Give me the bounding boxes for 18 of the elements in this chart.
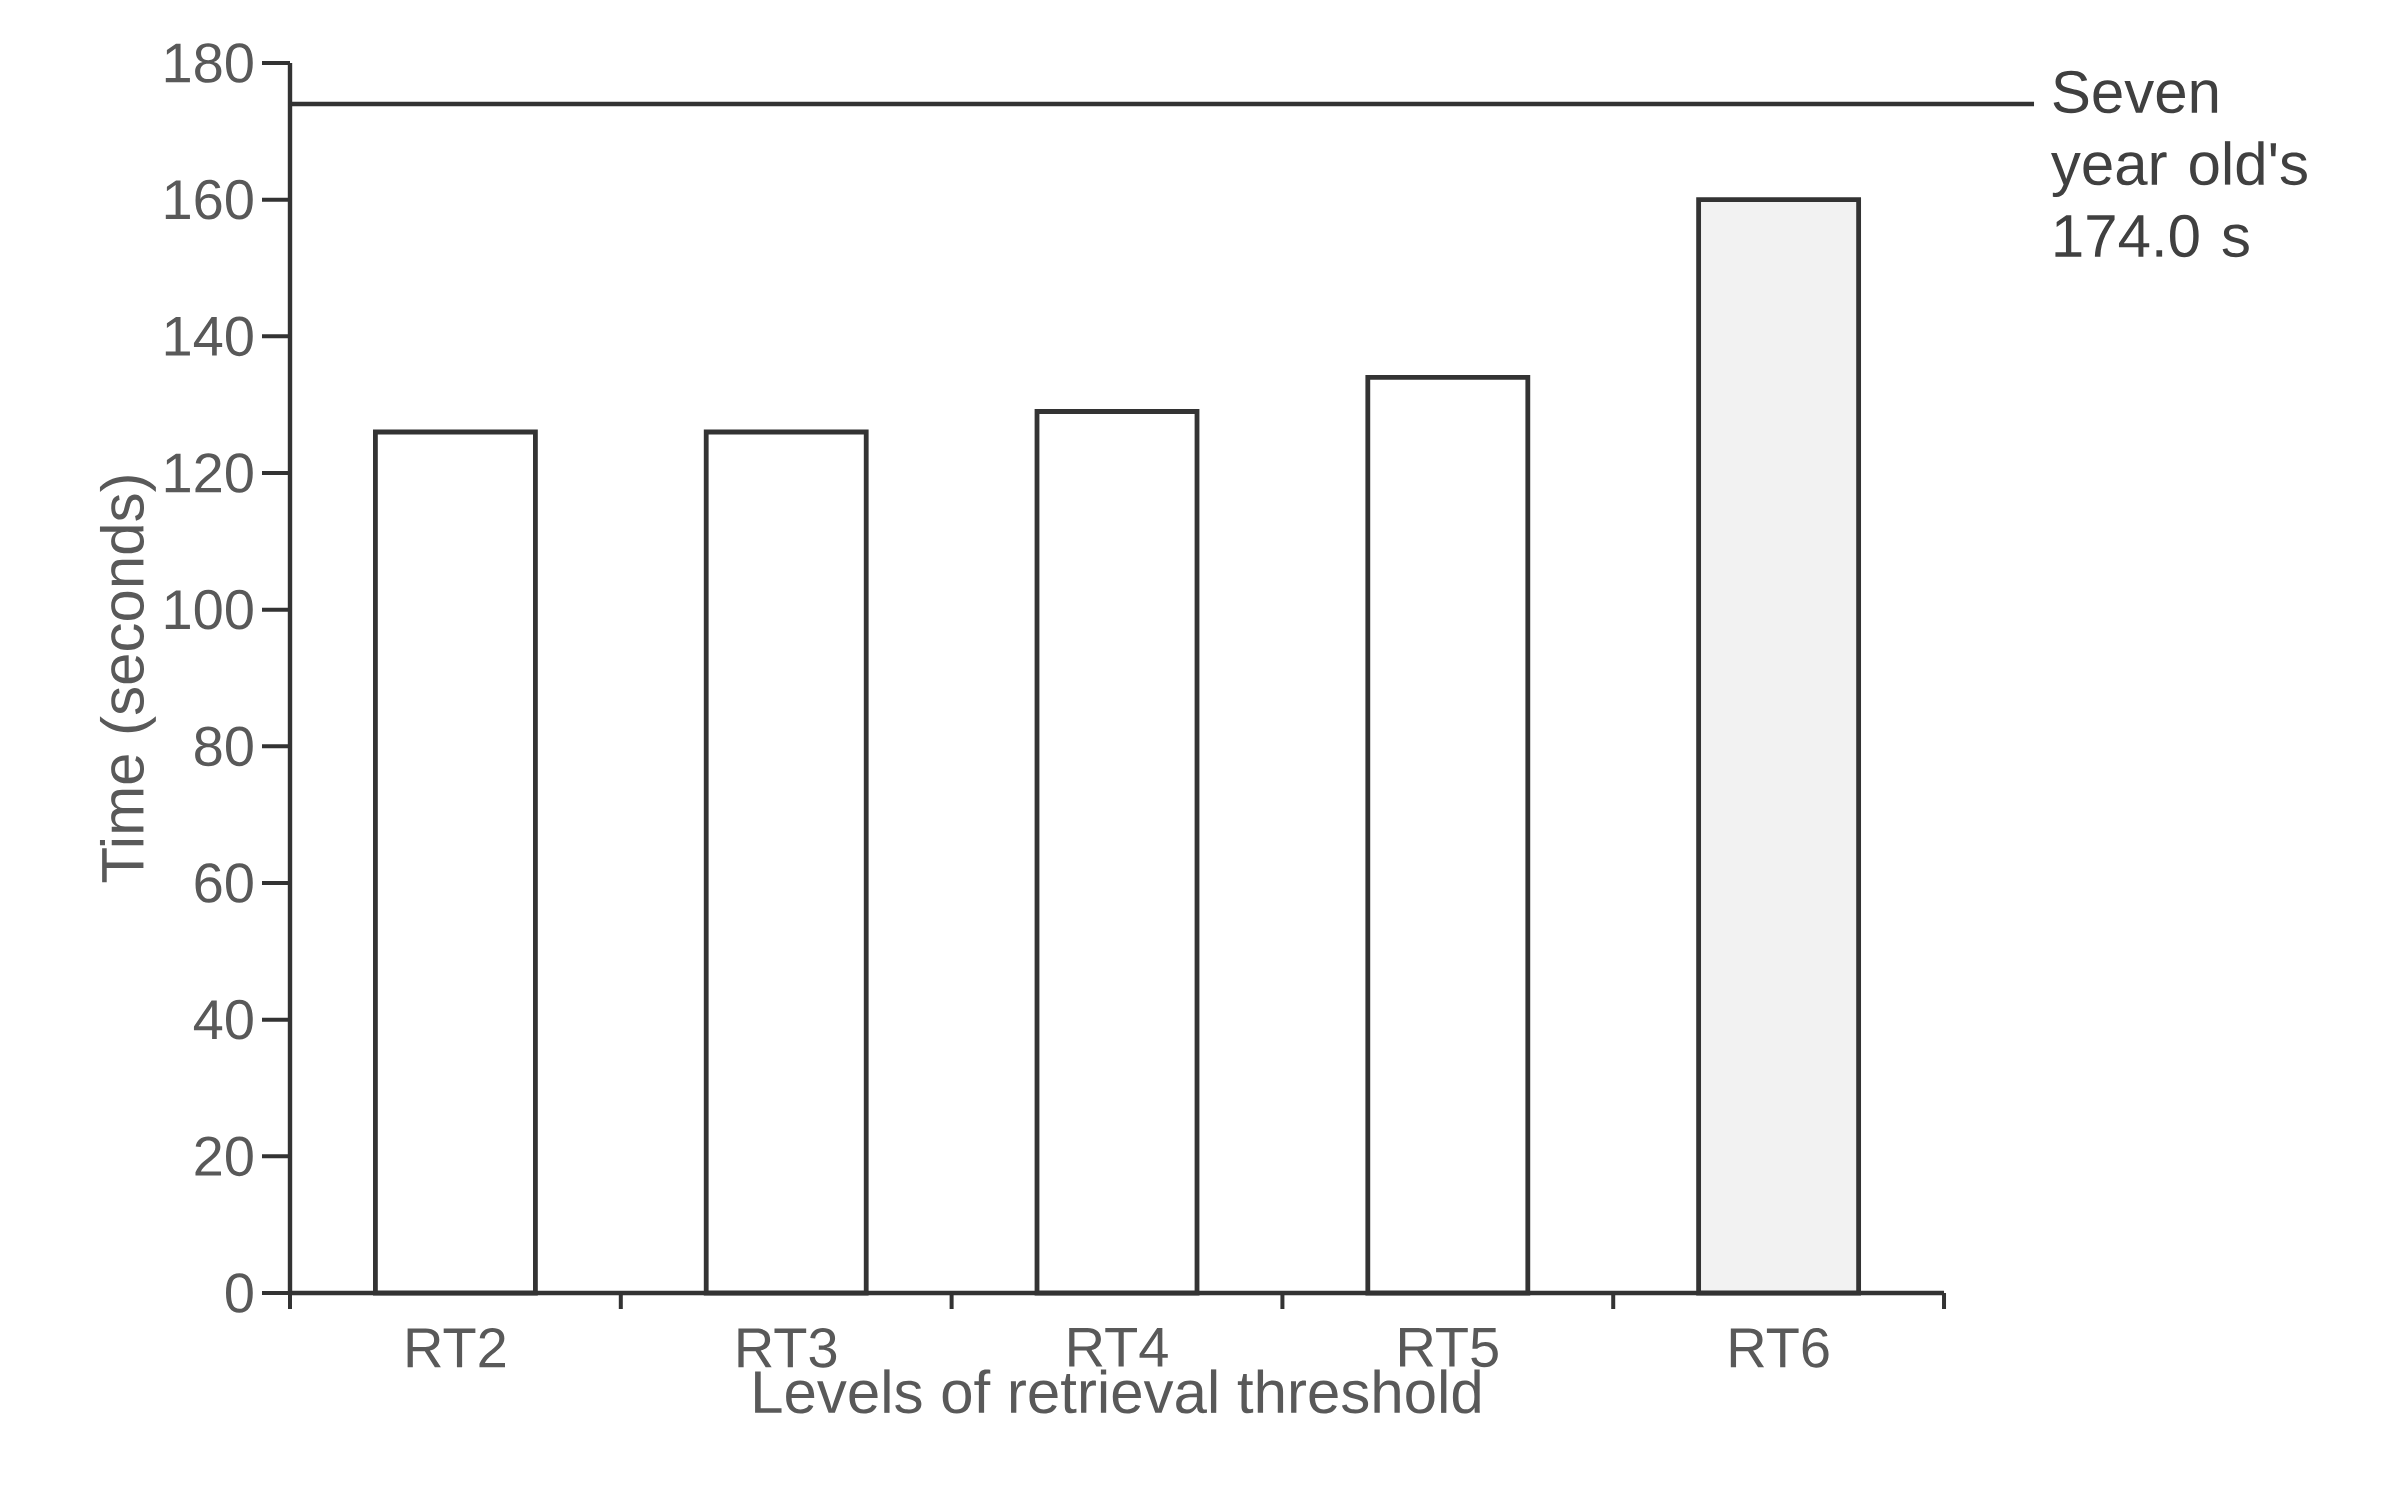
x-tick-label: RT3 (738, 1328, 837, 1368)
y-axis-title: Time (seconds) (99, 476, 156, 883)
y-tick-label: 140 (165, 316, 253, 357)
y-tick-label: 60 (195, 863, 253, 903)
y-tick-label: 100 (165, 589, 253, 630)
y-tick-label: 120 (165, 453, 253, 493)
y-tick-label: 20 (195, 1136, 253, 1177)
y-tick-label: 80 (195, 726, 253, 767)
y-tick-label: 0 (226, 1273, 253, 1313)
x-tick-label: RT4 (1069, 1328, 1168, 1367)
x-tick-label: RT5 (1400, 1328, 1498, 1368)
x-tick-label: RT6 (1730, 1328, 1829, 1368)
y-tick-label: 40 (193, 999, 253, 1040)
x-tick-label: RT2 (407, 1328, 505, 1368)
x-axis-title: Levels of retrieval threshold (755, 1369, 1480, 1414)
y-tick-label: 180 (165, 43, 253, 83)
ref-line-label: Seven year old's 174.0 s (2051, 70, 2307, 258)
y-tick-label: 160 (165, 179, 253, 220)
